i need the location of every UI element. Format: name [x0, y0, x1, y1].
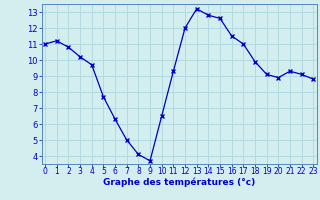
- X-axis label: Graphe des températures (°c): Graphe des températures (°c): [103, 177, 255, 187]
